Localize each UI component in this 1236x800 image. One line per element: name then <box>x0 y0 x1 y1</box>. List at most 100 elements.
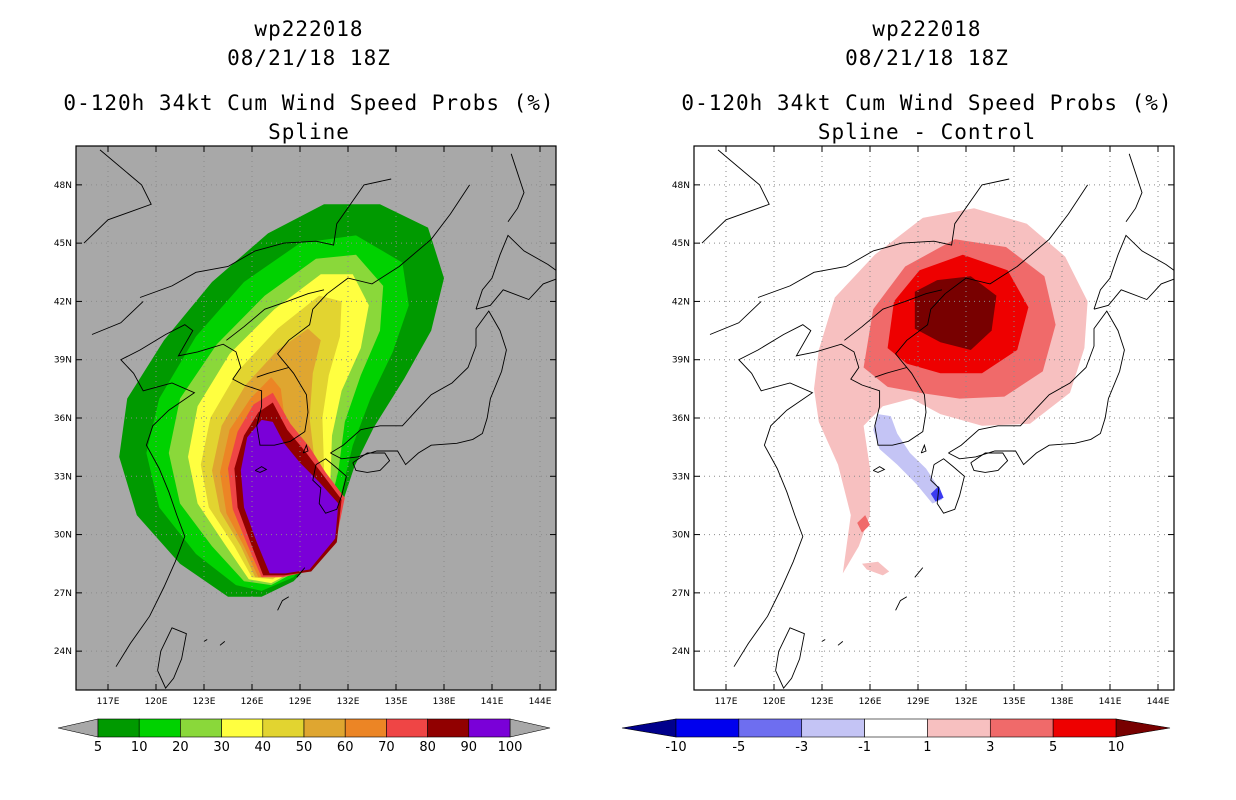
y-tick-label: 30N <box>54 531 72 541</box>
x-tick-label: 120E <box>145 697 168 707</box>
contour-level-90 <box>240 419 339 574</box>
coastline <box>115 293 328 667</box>
date-label: 08/21/18 18Z <box>227 46 391 70</box>
x-tick-label: 141E <box>481 697 504 707</box>
y-tick-label: 42N <box>54 297 72 307</box>
y-tick-label: 33N <box>54 472 72 482</box>
right-panel: wp222018 08/21/18 18Z 0-120h 34kt Cum Wi… <box>618 0 1236 800</box>
y-tick-label: 24N <box>672 647 690 657</box>
colorbar-arrow-low <box>621 718 677 738</box>
y-tick-label: 42N <box>672 297 690 307</box>
x-tick-label: 135E <box>385 697 408 707</box>
coastline <box>701 149 770 244</box>
colorbar-label: 30 <box>213 740 230 755</box>
x-tick-label: 129E <box>907 697 930 707</box>
coastline <box>83 149 152 244</box>
coastline <box>970 452 1009 473</box>
colorbar-swatch <box>927 718 991 738</box>
x-tick-label: 144E <box>1147 697 1170 707</box>
y-tick-label: 30N <box>672 531 690 541</box>
coastline <box>326 184 470 295</box>
colorbar-label: 1 <box>923 740 931 755</box>
colorbar-arrow-high <box>1115 718 1171 738</box>
coastline <box>1093 234 1174 310</box>
coastline <box>844 289 943 341</box>
colorbar-label: 50 <box>296 740 313 755</box>
left-panel: wp222018 08/21/18 18Z 0-120h 34kt Cum Wi… <box>63 17 555 144</box>
x-tick-label: 141E <box>1099 697 1122 707</box>
y-tick-label: 39N <box>54 356 72 366</box>
plot-area <box>694 146 1174 690</box>
colorbar-swatch <box>97 718 140 738</box>
colorbar-swatch <box>864 718 928 738</box>
right-map-svg: 117E 120E 123E 126E 129E 132E 135E 138E 141E 144E… <box>621 145 1175 755</box>
colorbar-label: 70 <box>378 740 395 755</box>
chart-title: 0-120h 34kt Cum Wind Speed Probs (%) <box>681 91 1173 115</box>
x-tick-label: 123E <box>193 697 216 707</box>
coastline <box>775 627 805 689</box>
colorbar-swatch <box>180 718 222 738</box>
coastline <box>312 458 347 514</box>
coastline <box>914 567 924 578</box>
coastline <box>330 310 507 466</box>
colorbar-swatch <box>427 718 470 738</box>
colorbar-label: 3 <box>986 740 994 755</box>
x-tick-label: 129E <box>289 697 312 707</box>
chart-title: 0-120h 34kt Cum Wind Speed Probs (%) <box>63 91 555 115</box>
coastline <box>948 310 1125 466</box>
x-tick-label: 117E <box>715 697 738 707</box>
coastline <box>872 466 886 473</box>
colorbar-swatch <box>303 718 346 738</box>
x-tick-label: 120E <box>763 697 786 707</box>
storm-id: wp222018 <box>254 17 364 41</box>
y-tick-label: 27N <box>54 589 72 599</box>
colorbar-swatch <box>344 718 387 738</box>
colorbar-swatch <box>221 718 264 738</box>
colorbar-label: 40 <box>255 740 272 755</box>
colorbar-swatch <box>1052 718 1117 738</box>
colorbar-label: -10 <box>665 740 686 755</box>
x-tick-label: 126E <box>241 697 264 707</box>
y-tick-label: 24N <box>54 647 72 657</box>
coastline <box>920 443 927 454</box>
y-tick-label: 36N <box>54 414 72 424</box>
coastline <box>507 153 525 223</box>
colorbar-swatch <box>138 718 181 738</box>
colorbar-swatch <box>801 718 865 738</box>
coastline <box>475 234 556 310</box>
date-label: 08/21/18 18Z <box>845 46 1009 70</box>
colorbar-swatch <box>262 718 305 738</box>
coastline <box>91 301 144 335</box>
colorbar-arrow-high <box>509 718 551 738</box>
coastline <box>757 178 1010 298</box>
colorbar-label: 20 <box>172 740 189 755</box>
colorbar-label: 90 <box>461 740 478 755</box>
storm-id: wp222018 <box>872 17 982 41</box>
x-tick-label: 144E <box>529 697 552 707</box>
chart-subtitle: Spline <box>268 120 350 144</box>
y-tick-label: 45N <box>672 239 690 249</box>
colorbar-swatch <box>468 718 511 738</box>
coastline <box>944 184 1088 295</box>
contour-level-10 <box>914 276 997 350</box>
colorbar-label: -3 <box>795 740 808 755</box>
coastline <box>203 639 208 642</box>
left-map-svg: 117E 120E 123E 126E 129E 132E 135E 138E 141E 144E… <box>54 145 557 755</box>
coastline <box>256 367 289 378</box>
coastline <box>352 452 391 473</box>
colorbar-label: 10 <box>1108 740 1125 755</box>
colorbar-label: 5 <box>1049 740 1057 755</box>
coastline <box>709 301 762 335</box>
colorbar-label: 60 <box>337 740 354 755</box>
colorbar-swatch <box>738 718 803 738</box>
colorbar-label: 5 <box>94 740 102 755</box>
contour-level-neg1 <box>873 414 942 504</box>
contour-level-neg5 <box>930 486 944 502</box>
colorbar-label: 80 <box>419 740 436 755</box>
colorbar-label: -1 <box>858 740 871 755</box>
contour-level-3 <box>857 515 870 533</box>
colorbar-label: 10 <box>131 740 148 755</box>
x-tick-label: 138E <box>433 697 456 707</box>
coastline <box>930 458 965 514</box>
y-tick-label: 48N <box>54 181 72 191</box>
